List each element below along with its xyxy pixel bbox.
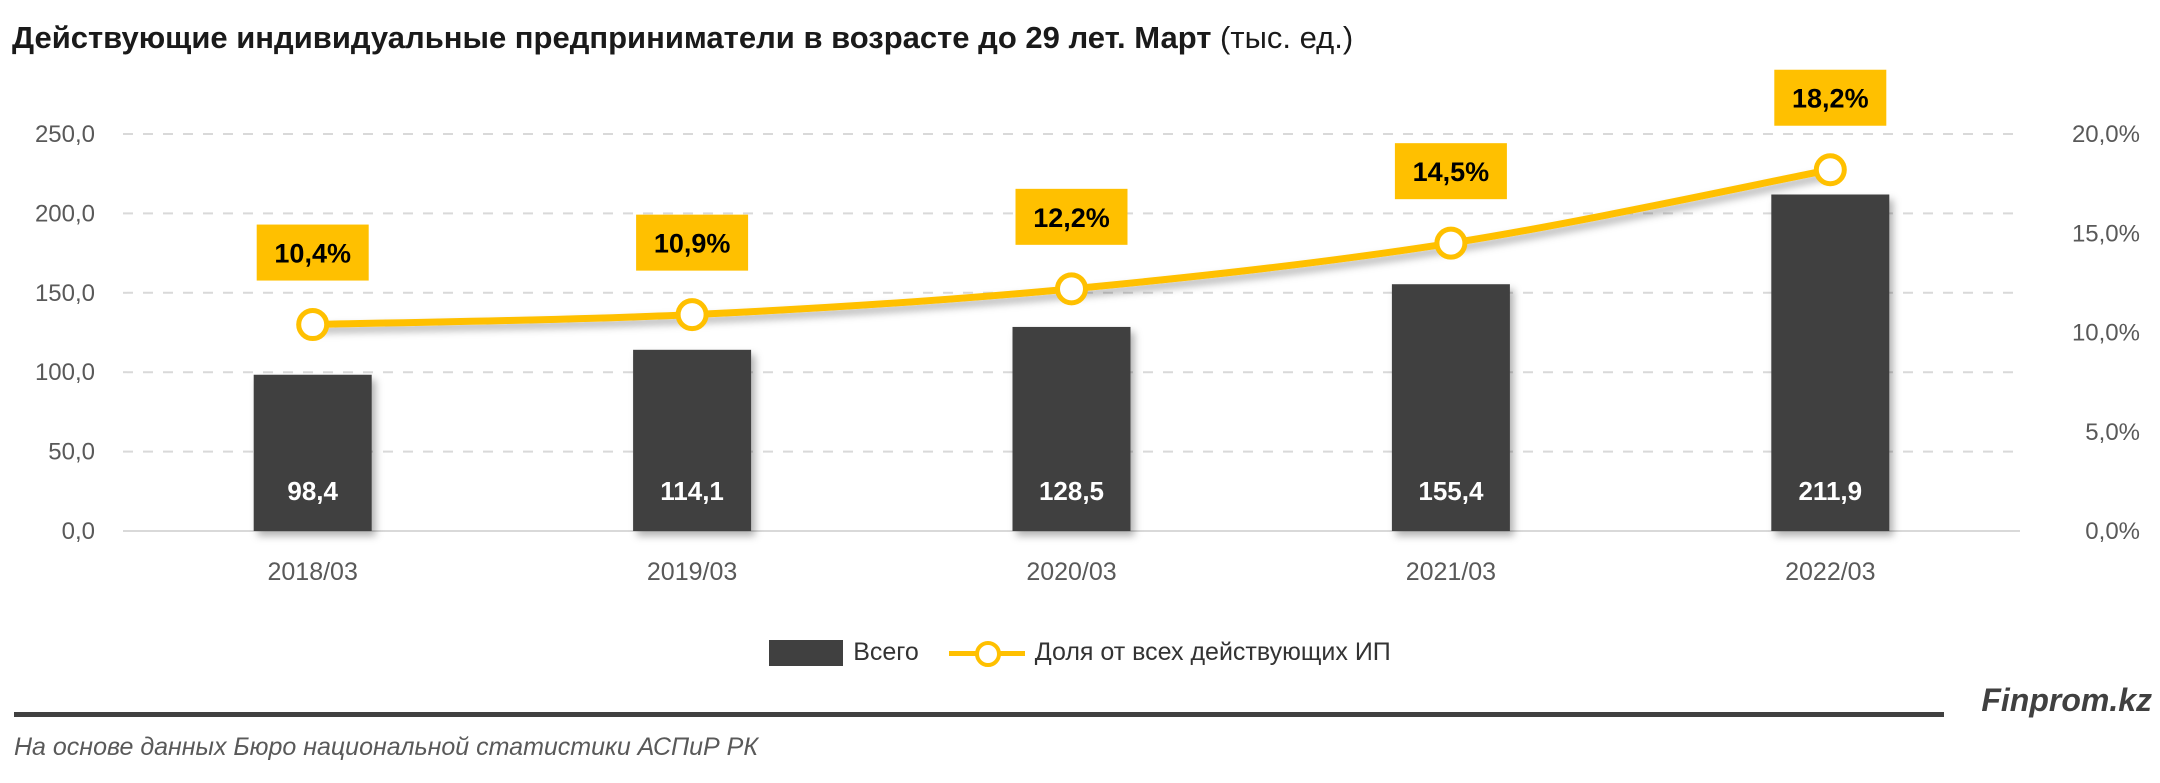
title-main: Действующие индивидуальные предпринимате… xyxy=(12,20,1212,55)
point-data-label: 10,4% xyxy=(274,239,351,269)
point-label-box xyxy=(256,224,369,281)
point-label-box xyxy=(1774,69,1887,126)
x-tick-label: 2018/03 xyxy=(268,558,358,586)
point-data-label: 18,2% xyxy=(1792,84,1869,114)
point-label-box xyxy=(1394,143,1507,200)
title-unit: (тыс. ед.) xyxy=(1220,20,1354,55)
point-data-label: 12,2% xyxy=(1033,203,1110,233)
bar xyxy=(1771,194,1890,531)
line-point xyxy=(296,308,330,342)
y-left-tick-label: 250,0 xyxy=(35,121,95,148)
bar xyxy=(253,374,372,531)
line-point xyxy=(1434,226,1468,260)
legend-item-line: Доля от всех действующих ИП xyxy=(948,638,1391,667)
legend-item-bar: Всего xyxy=(769,638,919,667)
y-left-tick-label: 100,0 xyxy=(35,359,95,386)
legend-bar-swatch xyxy=(769,639,844,666)
line-point xyxy=(1813,153,1847,187)
line-point xyxy=(675,298,709,332)
x-tick-label: 2020/03 xyxy=(1026,558,1116,586)
line-point xyxy=(1055,272,1088,306)
brand-logo: Finprom.kz xyxy=(1981,682,2152,718)
y-left-tick-label: 200,0 xyxy=(35,200,95,227)
bar-data-label: 155,4 xyxy=(1418,476,1484,506)
point-data-label: 10,9% xyxy=(654,229,731,259)
x-tick-label: 2022/03 xyxy=(1785,558,1875,586)
y-right-tick-label: 10,0% xyxy=(2072,320,2140,347)
bar xyxy=(633,349,752,531)
x-tick-label: 2021/03 xyxy=(1406,558,1496,586)
footer-rule xyxy=(14,712,1944,717)
chart-title: Действующие индивидуальные предпринимате… xyxy=(12,20,1353,56)
bar xyxy=(1391,284,1510,531)
legend: Всего Доля от всех действующих ИП xyxy=(0,638,2160,667)
y-right-tick-label: 5,0% xyxy=(2085,419,2140,446)
legend-line-label: Доля от всех действующих ИП xyxy=(1034,638,1391,666)
point-label-box xyxy=(636,214,749,271)
y-left-tick-label: 0,0 xyxy=(62,518,95,545)
bar-data-label: 98,4 xyxy=(287,476,338,506)
y-left-tick-label: 50,0 xyxy=(48,439,95,466)
bar-data-label: 211,9 xyxy=(1798,476,1862,506)
legend-line-swatch xyxy=(948,640,1025,667)
y-left-tick-label: 150,0 xyxy=(35,280,95,307)
bar-data-label: 114,1 xyxy=(660,476,724,506)
legend-bar-label: Всего xyxy=(853,638,919,666)
y-right-tick-label: 20,0% xyxy=(2072,121,2140,148)
y-right-tick-label: 15,0% xyxy=(2072,220,2140,247)
source-note: На основе данных Бюро национальной стати… xyxy=(14,733,759,761)
bar-data-label: 128,5 xyxy=(1039,476,1104,506)
point-data-label: 14,5% xyxy=(1413,157,1490,187)
x-tick-label: 2019/03 xyxy=(647,558,737,586)
y-right-tick-label: 0,0% xyxy=(2085,518,2140,545)
bar xyxy=(1012,326,1131,531)
point-label-box xyxy=(1015,188,1128,245)
